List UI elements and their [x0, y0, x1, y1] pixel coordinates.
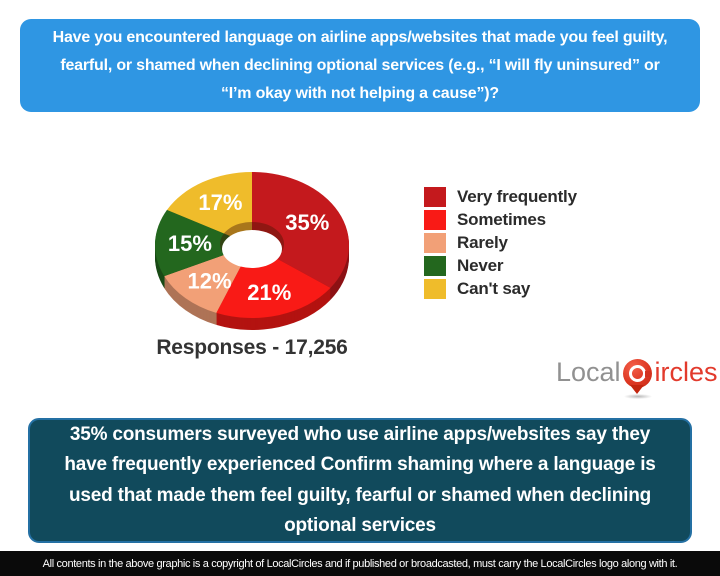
- legend-label: Can't say: [457, 279, 531, 298]
- donut-slice: [252, 172, 349, 288]
- responses-count: Responses - 17,256: [156, 336, 348, 359]
- slice-label: 17%: [198, 190, 242, 215]
- legend-item: Rarely: [424, 233, 577, 253]
- location-pin-icon: [622, 352, 654, 399]
- logo-text-ircles: ircles: [654, 357, 718, 387]
- legend-swatch: [424, 187, 446, 207]
- legend-item: Never: [424, 256, 577, 276]
- summary-box: 35% consumers surveyed who use airline a…: [28, 418, 692, 543]
- localcircles-logo: Local ircles: [556, 352, 718, 399]
- donut-chart: 35% 21% 12% 15% 17%: [154, 172, 349, 330]
- slice-label: 35%: [285, 210, 329, 235]
- slice-label: 15%: [168, 231, 212, 256]
- donut-slice: [154, 209, 252, 277]
- donut-hole: [222, 230, 282, 268]
- slice-label: 21%: [247, 280, 291, 305]
- legend-label: Never: [457, 256, 504, 275]
- legend-swatch: [424, 256, 446, 276]
- pin-ring-gap: [644, 371, 651, 377]
- slice-label: 12%: [187, 269, 231, 294]
- copyright-text: All contents in the above graphic is a c…: [42, 557, 678, 570]
- legend-swatch: [424, 233, 446, 253]
- question-text: Have you encountered language on airline…: [52, 28, 668, 102]
- legend-item: Very frequently: [424, 187, 577, 207]
- pin-ring: [628, 365, 646, 382]
- donut-slice: [164, 245, 252, 313]
- legend-swatch: [424, 279, 446, 299]
- pin-shadow: [623, 394, 652, 399]
- summary-text: 35% consumers surveyed who use airline a…: [64, 424, 656, 536]
- pin-tail: [629, 385, 644, 394]
- legend-item: Sometimes: [424, 210, 577, 230]
- legend-label: Very frequently: [457, 187, 577, 206]
- logo-text-local: Local: [556, 357, 621, 387]
- copyright-bar: All contents in the above graphic is a c…: [0, 551, 720, 576]
- question-box: Have you encountered language on airline…: [20, 19, 700, 112]
- legend-label: Rarely: [457, 233, 508, 252]
- legend-item: Can't say: [424, 279, 577, 299]
- donut-slice: [166, 172, 252, 245]
- legend: Very frequently Sometimes Rarely Never Can't…: [424, 187, 577, 299]
- legend-swatch: [424, 210, 446, 230]
- legend-label: Sometimes: [457, 210, 546, 229]
